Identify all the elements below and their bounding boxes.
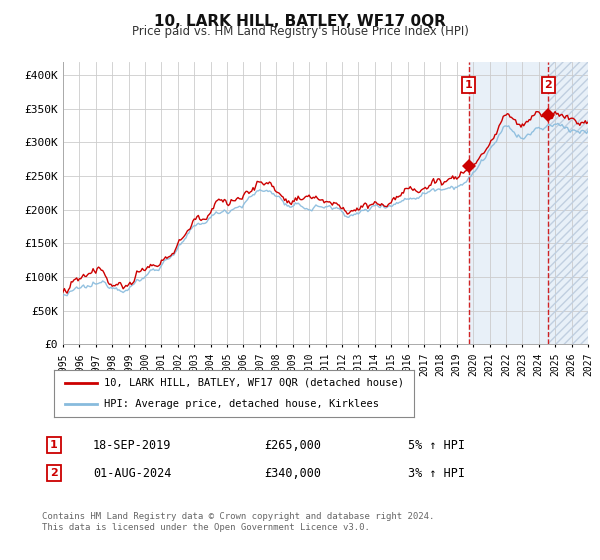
Text: 10, LARK HILL, BATLEY, WF17 0QR (detached house): 10, LARK HILL, BATLEY, WF17 0QR (detache… [104,378,404,388]
Text: 2: 2 [544,80,552,90]
Bar [548,62,588,344]
Text: 1: 1 [50,440,58,450]
Text: 01-AUG-2024: 01-AUG-2024 [93,466,172,480]
Text: 10, LARK HILL, BATLEY, WF17 0QR: 10, LARK HILL, BATLEY, WF17 0QR [154,14,446,29]
Text: 18-SEP-2019: 18-SEP-2019 [93,438,172,452]
Text: Price paid vs. HM Land Registry's House Price Index (HPI): Price paid vs. HM Land Registry's House … [131,25,469,38]
Text: £340,000: £340,000 [264,466,321,480]
Text: 2: 2 [50,468,58,478]
Text: Contains HM Land Registry data © Crown copyright and database right 2024.
This d: Contains HM Land Registry data © Crown c… [42,512,434,532]
Bar [548,62,588,344]
Text: 5% ↑ HPI: 5% ↑ HPI [408,438,465,452]
Bar [469,62,548,344]
Text: 3% ↑ HPI: 3% ↑ HPI [408,466,465,480]
Text: 1: 1 [464,80,472,90]
Text: HPI: Average price, detached house, Kirklees: HPI: Average price, detached house, Kirk… [104,399,379,409]
Text: £265,000: £265,000 [264,438,321,452]
